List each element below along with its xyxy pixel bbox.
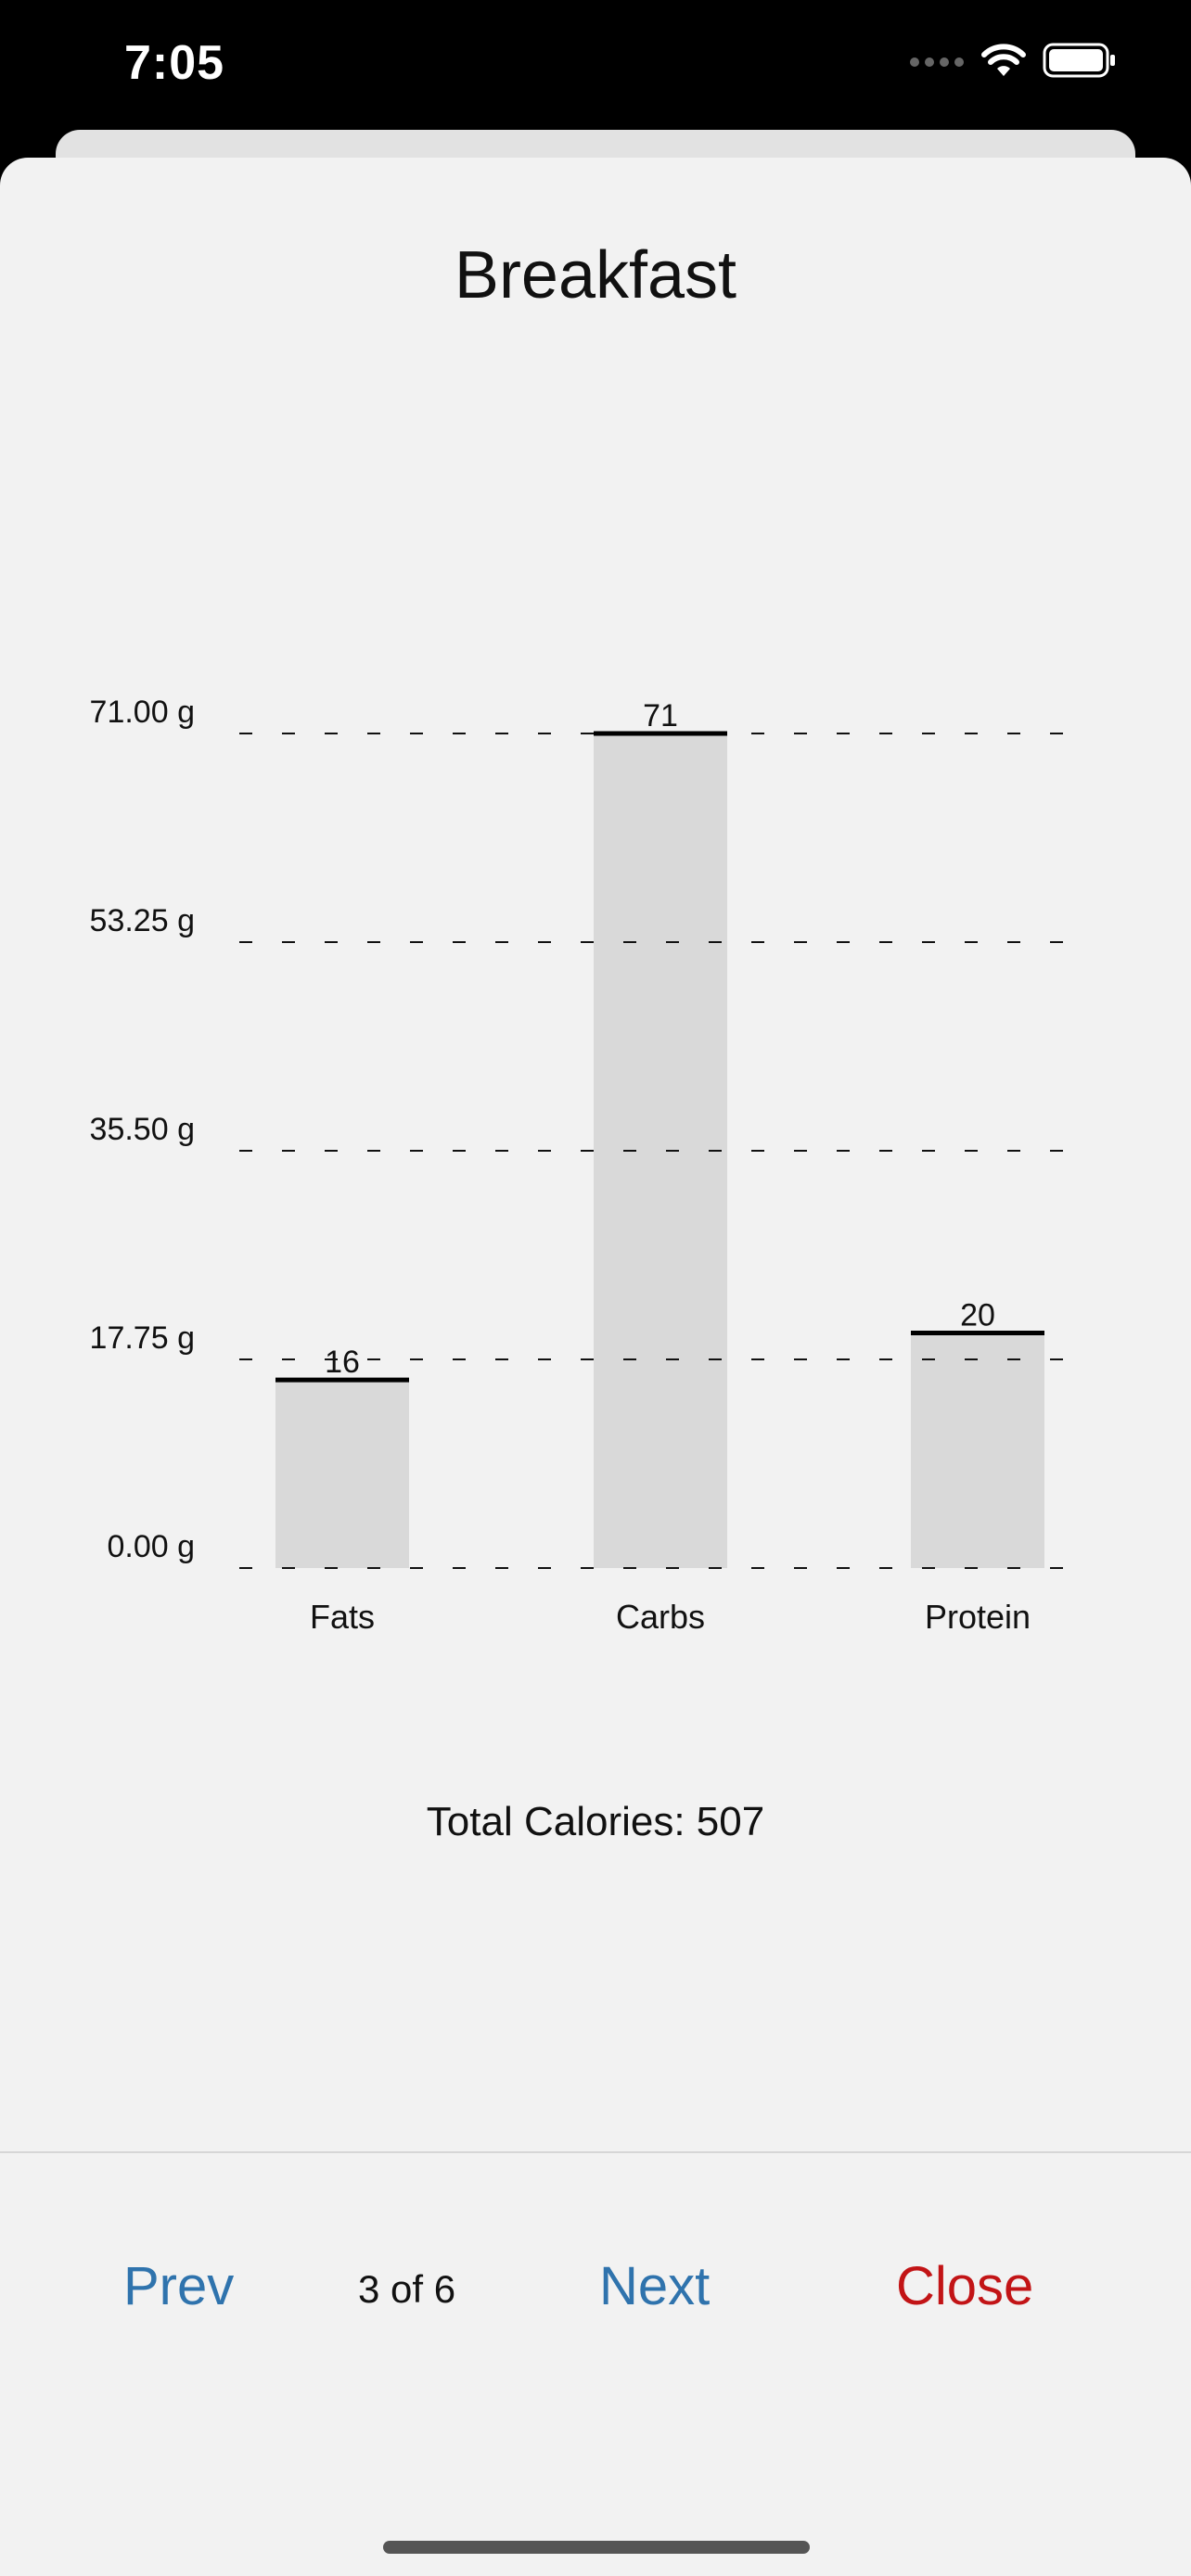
home-indicator — [383, 2541, 810, 2554]
signal-icon — [910, 57, 964, 67]
status-time: 7:05 — [124, 36, 225, 90]
y-tick-label: 35.50 g — [90, 1112, 195, 1147]
bar-carbs — [594, 733, 727, 1568]
chart-sheet: Breakfast 0.00 g 17.75 g 35.50 g 53.25 g 71.… — [0, 158, 1191, 2576]
y-tick-label: 0.00 g — [107, 1529, 195, 1564]
status-bar: 7:05 — [0, 0, 1191, 139]
sheet-title: Breakfast — [454, 238, 737, 312]
x-category-label: Carbs — [616, 1598, 705, 1636]
y-tick-label: 53.25 g — [90, 903, 195, 938]
x-category-label: Protein — [925, 1598, 1031, 1636]
page-indicator: 3 of 6 — [358, 2267, 456, 2311]
y-tick-label: 71.00 g — [90, 695, 195, 730]
close-button[interactable]: Close — [896, 2256, 1034, 2316]
bar-value-label: 16 — [325, 1345, 360, 1380]
bar-value-label: 20 — [960, 1297, 995, 1333]
y-tick-label: 17.75 g — [90, 1320, 195, 1356]
battery-icon — [1043, 43, 1115, 78]
total-calories: Total Calories: 507 — [426, 1799, 765, 1844]
next-button[interactable]: Next — [599, 2256, 711, 2316]
footer-divider — [0, 2151, 1191, 2153]
bar-fats — [275, 1380, 409, 1568]
wifi-icon — [981, 44, 1026, 76]
prev-button[interactable]: Prev — [123, 2256, 235, 2316]
status-icons — [909, 43, 1117, 78]
macro-bar-chart: 0.00 g 17.75 g 35.50 g 53.25 g 71.00 g 16 Fats… — [90, 695, 1090, 1636]
bar-protein — [911, 1333, 1044, 1568]
x-category-label: Fats — [310, 1598, 375, 1636]
bar-value-label: 71 — [643, 698, 678, 733]
